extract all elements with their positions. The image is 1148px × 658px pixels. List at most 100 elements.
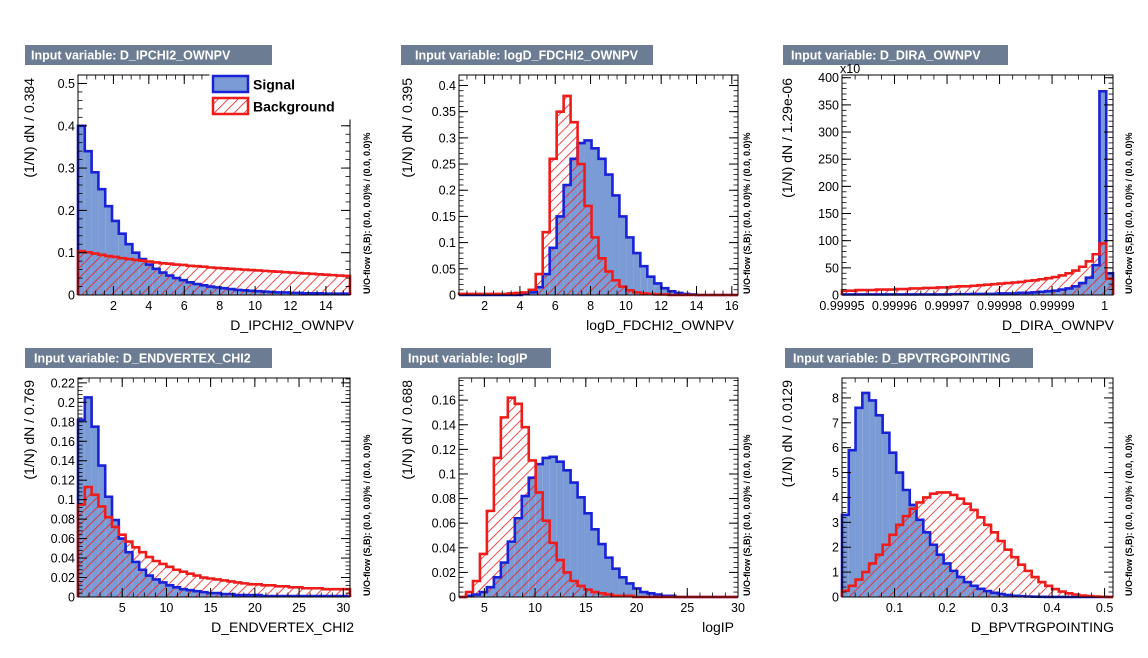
signal-bin xyxy=(1099,91,1107,295)
y-tick-label: 0.18 xyxy=(51,415,75,429)
background-bin xyxy=(132,259,140,295)
y-tick-label: 0 xyxy=(449,591,456,605)
background-bin xyxy=(875,289,883,295)
background-bin xyxy=(159,263,167,295)
signal-bin xyxy=(633,253,641,295)
x-axis-title: D_IPCHI2_OWNPV xyxy=(230,317,354,333)
background-bin xyxy=(591,237,599,295)
background-bin xyxy=(248,584,255,597)
y-tick-label: 0 xyxy=(449,289,456,303)
background-bin xyxy=(166,566,174,597)
background-bin xyxy=(275,586,282,597)
panel-endvertex-chi2: Input variable: D_ENDVERTEX_CHI2 0 0.02 0.… xyxy=(21,348,372,635)
background-bin xyxy=(909,508,917,597)
panel-title: Input variable: D_ENDVERTEX_CHI2 xyxy=(34,352,251,366)
y-tick-label: 0.12 xyxy=(432,443,456,457)
background-bin xyxy=(254,270,262,295)
legend-signal-swatch xyxy=(211,74,250,94)
x-tick-label: 10 xyxy=(159,601,173,615)
panel-logd-fdchi2: Input variable: logD_FDCHI2_OWNPV 00.050… xyxy=(399,45,752,333)
background-bin xyxy=(626,290,634,295)
background-bin xyxy=(997,283,1005,295)
y-tick-label: 0.2 xyxy=(439,184,456,198)
y-tick-label: 100 xyxy=(818,234,839,248)
background-bin xyxy=(591,592,599,597)
y-tick-label: 7 xyxy=(832,416,839,430)
y-axis-title: (1/N) dN / 0.384 xyxy=(21,78,37,178)
signal-bin xyxy=(668,291,676,295)
y-tick-label: 0.04 xyxy=(432,541,456,555)
y-tick-label: 0.4 xyxy=(58,119,75,133)
background-bin xyxy=(173,264,180,295)
background-bin xyxy=(1092,254,1100,295)
x-axis-title: logD_FDCHI2_OWNPV xyxy=(586,317,734,333)
signal-bin xyxy=(591,148,599,295)
background-bin xyxy=(220,268,228,295)
y-tick-label: 0.06 xyxy=(51,532,75,546)
panel-ipchi2: Input variable: D_IPCHI2_OWNPV 0 0.1 0.2 0.… xyxy=(21,45,372,333)
background-bin xyxy=(842,290,849,295)
y-tick-label: 250 xyxy=(818,153,839,167)
signal-bin xyxy=(556,461,564,597)
background-bin xyxy=(166,263,174,295)
plot-area: 0 50 100 150 200 250 300 350 400 0.99995 0.99996 0.… xyxy=(818,71,1115,313)
background-bin xyxy=(486,510,494,597)
signal-bin xyxy=(626,583,634,597)
background-bin xyxy=(302,273,310,295)
background-bin xyxy=(923,497,931,597)
x-tick-label: 5 xyxy=(119,601,126,615)
background-bin xyxy=(1011,282,1019,295)
x-tick-label: 30 xyxy=(336,601,350,615)
background-bin xyxy=(214,579,221,597)
plot-area: 0 0.02 0.04 0.06 0.08 0.1 0.12 0.14 0.16 5 10 15 20 2… xyxy=(432,377,745,615)
panel-dira: Input variable: D_DIRA_OWNPV 0 50 100 150 20… xyxy=(779,45,1134,333)
background-bin xyxy=(329,275,337,295)
background-bin xyxy=(909,288,917,295)
background-bin xyxy=(930,287,937,295)
signal-series-line xyxy=(840,90,1115,296)
background-bin xyxy=(329,589,337,597)
background-bin xyxy=(125,259,133,295)
background-bin xyxy=(1065,273,1073,295)
signal-bin xyxy=(889,452,897,597)
signal-bin xyxy=(619,216,627,295)
y-tick-label: 0.08 xyxy=(432,492,456,506)
x-tick-label: 0.3 xyxy=(991,601,1008,615)
panel-title: Input variable: D_IPCHI2_OWNPV xyxy=(31,49,231,63)
y-axis-title: (1/N) dN / 0.688 xyxy=(399,380,415,480)
signal-bin xyxy=(570,482,578,597)
y-tick-label: 0 xyxy=(68,591,75,605)
background-bin xyxy=(916,288,924,295)
x-tick-label: 30 xyxy=(731,601,745,615)
background-bin xyxy=(963,503,971,597)
background-bin xyxy=(268,585,276,597)
x-tick-label: 10 xyxy=(528,601,542,615)
background-bin xyxy=(848,585,856,597)
background-bin xyxy=(261,585,269,597)
x-tick-label: 2 xyxy=(481,299,488,313)
background-bin xyxy=(1058,275,1066,295)
background-bin xyxy=(173,569,180,597)
y-tick-label: 2 xyxy=(832,541,839,555)
background-bin xyxy=(207,267,214,295)
background-bin xyxy=(977,517,985,597)
y-tick-label: 0.16 xyxy=(432,394,456,408)
background-bin xyxy=(855,579,863,597)
x-tick-label: 8 xyxy=(587,299,594,313)
background-bin xyxy=(152,262,160,295)
background-bin xyxy=(842,590,849,597)
background-bin xyxy=(479,553,487,597)
background-bin xyxy=(943,492,951,597)
y-tick-label: 0.22 xyxy=(51,376,75,390)
y-tick-label: 0.25 xyxy=(432,158,456,172)
background-bin xyxy=(535,492,543,597)
y-tick-label: 0.15 xyxy=(432,210,456,224)
signal-bin xyxy=(549,456,557,597)
background-bin xyxy=(902,289,910,295)
x-tick-label: 25 xyxy=(680,601,694,615)
x-tick-label: 15 xyxy=(579,601,593,615)
signal-bin xyxy=(91,172,99,295)
background-bin xyxy=(214,267,221,295)
background-bin xyxy=(1058,591,1066,597)
x-axis-title: D_ENDVERTEX_CHI2 xyxy=(211,619,354,635)
